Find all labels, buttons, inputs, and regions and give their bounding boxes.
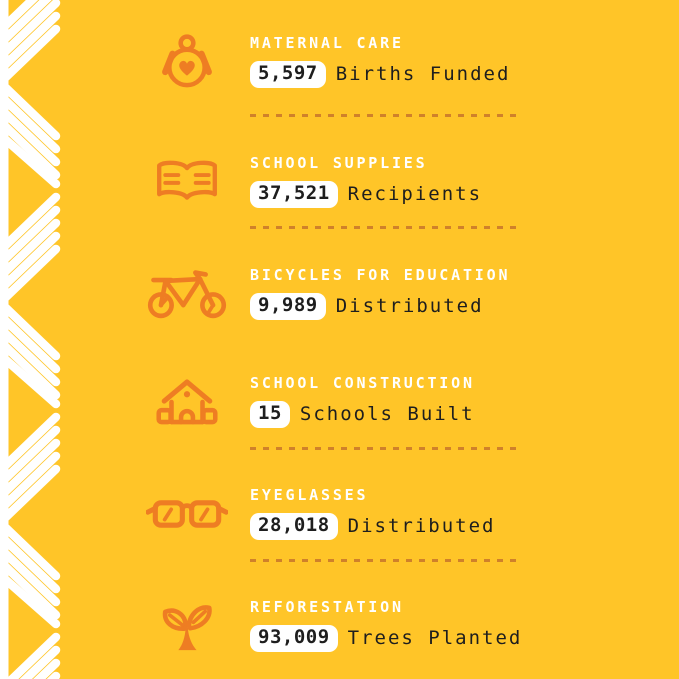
stat-title: SCHOOL SUPPLIES xyxy=(250,153,428,172)
stat-row-maternal-care: MATERNAL CARE 5,597 Births Funded xyxy=(145,30,510,94)
stat-value-label: Distributed xyxy=(347,515,496,537)
dashed-divider xyxy=(250,447,518,450)
stat-value-badge: 37,521 xyxy=(250,180,338,209)
stat-title: MATERNAL CARE xyxy=(250,33,404,52)
stat-value-label: Distributed xyxy=(335,295,484,317)
dashed-divider xyxy=(250,559,518,562)
stat-value-badge: 93,009 xyxy=(250,624,338,653)
stat-value-label: Births Funded xyxy=(335,63,511,85)
stat-text: EYEGLASSES 28,018 Distributed xyxy=(250,485,496,541)
stat-value-label: Recipients xyxy=(347,183,483,205)
stat-value-line: 37,521 Recipients xyxy=(250,180,483,209)
stat-text: BICYCLES FOR EDUCATION 9,989 Distributed xyxy=(250,265,511,321)
maternal-care-icon xyxy=(145,32,229,92)
stat-text: SCHOOL SUPPLIES 37,521 Recipients xyxy=(250,153,483,209)
school-building-icon xyxy=(145,374,229,430)
stat-value-badge: 9,989 xyxy=(250,292,326,321)
dashed-divider xyxy=(250,226,518,229)
tribal-pattern-border xyxy=(0,0,64,679)
dashed-divider xyxy=(250,114,518,117)
stat-title: BICYCLES FOR EDUCATION xyxy=(250,265,511,284)
stat-row-eyeglasses: EYEGLASSES 28,018 Distributed xyxy=(145,482,495,546)
stat-text: MATERNAL CARE 5,597 Births Funded xyxy=(250,33,511,89)
stat-row-bicycles: BICYCLES FOR EDUCATION 9,989 Distributed xyxy=(145,262,510,326)
stat-row-school-supplies: SCHOOL SUPPLIES 37,521 Recipients xyxy=(145,150,482,214)
stat-row-reforestation: REFORESTATION 93,009 Trees Planted xyxy=(145,594,522,658)
herringbone-strokes xyxy=(0,0,64,679)
bicycle-icon xyxy=(145,267,229,321)
stat-value-label: Schools Built xyxy=(299,403,475,425)
stat-value-badge: 5,597 xyxy=(250,60,326,89)
stat-value-line: 93,009 Trees Planted xyxy=(250,624,523,653)
open-book-icon xyxy=(145,157,229,207)
stat-value-badge: 28,018 xyxy=(250,512,338,541)
stat-value-label: Trees Planted xyxy=(347,627,523,649)
stat-row-school-construction: SCHOOL CONSTRUCTION 15 Schools Built xyxy=(145,370,475,434)
stat-title: SCHOOL CONSTRUCTION xyxy=(250,373,475,392)
stat-text: SCHOOL CONSTRUCTION 15 Schools Built xyxy=(250,373,475,429)
stat-value-line: 5,597 Births Funded xyxy=(250,60,511,89)
stat-text: REFORESTATION 93,009 Trees Planted xyxy=(250,597,523,653)
stat-value-line: 15 Schools Built xyxy=(250,400,475,429)
stat-title: REFORESTATION xyxy=(250,597,404,616)
stat-value-badge: 15 xyxy=(250,400,290,429)
stat-value-line: 9,989 Distributed xyxy=(250,292,510,321)
eyeglasses-icon xyxy=(145,494,229,534)
sprout-icon xyxy=(145,598,229,654)
stat-value-line: 28,018 Distributed xyxy=(250,512,496,541)
left-edge-bar xyxy=(0,0,9,679)
stat-title: EYEGLASSES xyxy=(250,485,369,504)
